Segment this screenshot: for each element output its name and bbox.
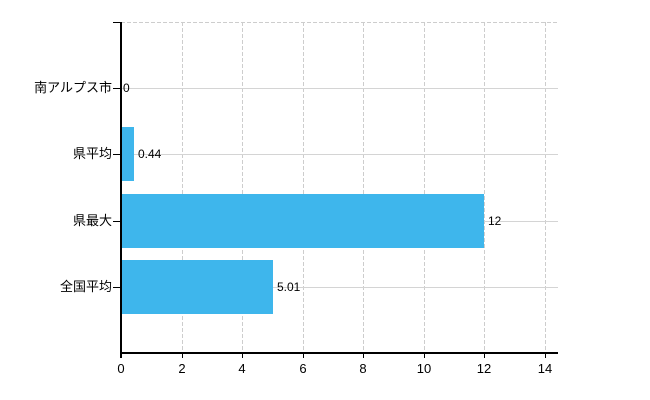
bar-value-label: 0.44: [138, 147, 162, 161]
x-tick: [545, 353, 546, 358]
x-tick: [242, 353, 243, 358]
vertical-gridline: [182, 22, 183, 353]
x-tick-label: 2: [178, 361, 186, 376]
bar-value-label: 0: [123, 81, 130, 95]
x-tick: [120, 353, 122, 358]
category-label: 県平均: [72, 146, 112, 161]
x-tick: [363, 353, 364, 358]
x-tick-label: 10: [416, 361, 432, 376]
y-tick: [113, 154, 121, 155]
x-tick-label: 14: [537, 361, 553, 376]
y-tick: [113, 22, 121, 23]
category-label: 全国平均: [59, 279, 112, 294]
x-tick: [303, 353, 304, 358]
x-tick: [424, 353, 425, 358]
category-label: 県最大: [72, 213, 112, 228]
vertical-gridline: [303, 22, 304, 353]
category-label: 南アルプス市: [34, 80, 112, 95]
bar-value-label: 12: [488, 214, 502, 228]
x-tick-label: 0: [117, 361, 125, 376]
x-tick-label: 4: [238, 361, 246, 376]
vertical-gridline: [242, 22, 243, 353]
x-tick-label: 6: [299, 361, 307, 376]
y-axis-line: [120, 22, 122, 353]
x-tick-label: 8: [359, 361, 367, 376]
x-tick: [484, 353, 485, 358]
vertical-gridline: [484, 22, 485, 353]
bar-value-label: 5.01: [277, 280, 301, 294]
vertical-gridline: [545, 22, 546, 353]
x-tick: [182, 353, 183, 358]
plot-top-border: [121, 22, 558, 23]
bar: [122, 260, 273, 314]
horizontal-gridline: [122, 154, 558, 155]
y-tick: [113, 221, 121, 222]
bar: [122, 194, 484, 248]
x-tick-label: 12: [476, 361, 492, 376]
horizontal-gridline: [122, 287, 558, 288]
vertical-gridline: [424, 22, 425, 353]
y-tick: [113, 88, 121, 89]
x-axis-line: [120, 352, 558, 354]
horizontal-gridline: [122, 88, 558, 89]
y-tick: [113, 287, 121, 288]
bar: [122, 127, 134, 181]
vertical-gridline: [363, 22, 364, 353]
